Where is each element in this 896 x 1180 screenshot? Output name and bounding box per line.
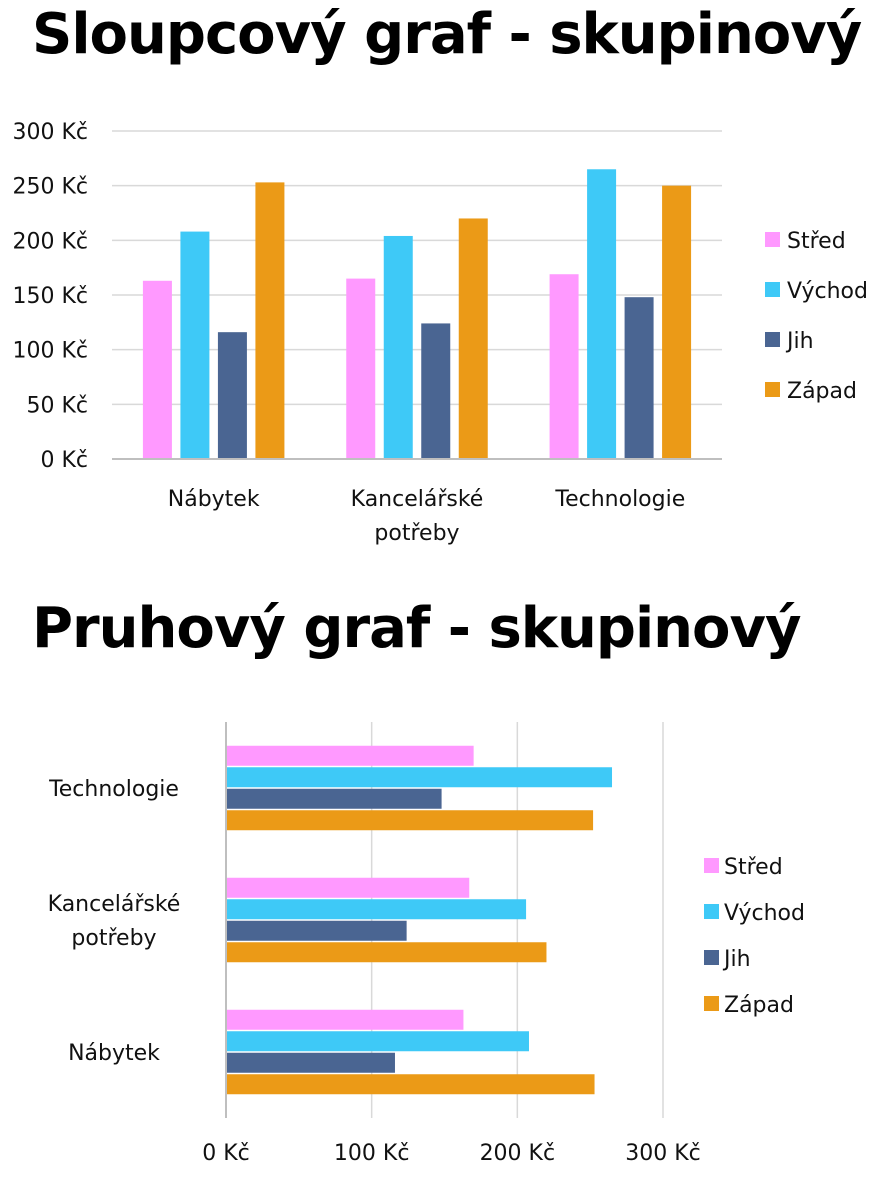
y-tick-label: 250 Kč (12, 175, 88, 200)
bar (217, 332, 247, 458)
column-chart: 0 Kč 50 Kč 100 Kč 150 Kč 200 Kč 250 Kč 300 Kč N… (12, 120, 868, 546)
legend-label: Střed (787, 229, 846, 254)
legend-swatch (704, 904, 719, 919)
legend-label: Západ (787, 379, 857, 404)
x-tick-label: 0 Kč (202, 1141, 250, 1166)
x-tick-label: Nábytek (168, 487, 260, 512)
bar (255, 182, 285, 458)
legend-swatch (765, 232, 780, 247)
legend-label: Západ (724, 993, 794, 1018)
y-tick-label: 50 Kč (26, 393, 88, 418)
bar (421, 323, 451, 458)
x-tick-label: 200 Kč (480, 1141, 556, 1166)
y-tick-label: Kancelářské (48, 892, 181, 917)
bar (227, 745, 474, 766)
legend-label: Jih (722, 947, 751, 972)
column-chart-title: Sloupcový graf - skupinový (32, 2, 862, 67)
y-tick-label: 200 Kč (12, 229, 88, 254)
bar (142, 280, 172, 458)
x-tick-label: potřeby (374, 521, 459, 546)
x-tick-label: Kancelářské (351, 487, 484, 512)
bar (227, 920, 407, 941)
bar (227, 1009, 464, 1030)
bar-chart: 0 Kč 100 Kč 200 Kč 300 Kč Technologie Kancelá… (48, 722, 805, 1166)
legend-swatch (704, 996, 719, 1011)
legend-label: Východ (787, 279, 868, 304)
legend-swatch (765, 282, 780, 297)
legend-label: Jih (785, 329, 814, 354)
bar (180, 231, 210, 458)
legend-swatch (765, 382, 780, 397)
legend-label: Východ (724, 901, 805, 926)
bar (624, 297, 654, 458)
bar (227, 767, 613, 788)
legend-swatch (765, 332, 780, 347)
y-tick-label: 300 Kč (12, 120, 88, 145)
y-tick-label: Nábytek (68, 1041, 160, 1066)
bar (227, 1052, 395, 1073)
x-tick-label: 100 Kč (334, 1141, 410, 1166)
x-tick-label: 300 Kč (625, 1141, 701, 1166)
y-tick-label: potřeby (71, 926, 156, 951)
bar (227, 788, 442, 809)
legend-swatch (704, 950, 719, 965)
legend-label: Střed (724, 855, 783, 880)
bar (227, 877, 470, 898)
bar (458, 218, 488, 458)
y-tick-label: Technologie (48, 777, 179, 802)
bar (587, 169, 617, 458)
bar (227, 899, 527, 920)
y-tick-label: 150 Kč (12, 284, 88, 309)
bar (383, 235, 413, 458)
bar (227, 1031, 529, 1052)
bar (227, 810, 594, 831)
y-tick-label: 100 Kč (12, 339, 88, 364)
bar (227, 1074, 595, 1095)
x-tick-label: Technologie (554, 487, 685, 512)
legend-swatch (704, 858, 719, 873)
bar (662, 185, 692, 458)
y-tick-label: 0 Kč (40, 448, 88, 473)
bar (549, 274, 579, 458)
bar-chart-title: Pruhový graf - skupinový (32, 596, 802, 661)
bar (346, 278, 376, 458)
bar (227, 942, 547, 963)
